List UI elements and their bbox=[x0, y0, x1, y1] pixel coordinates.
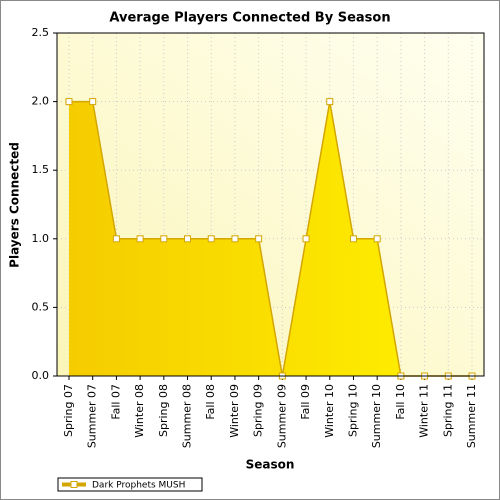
y-tick-label: 0.5 bbox=[32, 300, 50, 313]
marker bbox=[302, 235, 310, 243]
x-tick-label: Winter 10 bbox=[323, 384, 336, 438]
legend-marker bbox=[70, 481, 78, 488]
y-tick-label: 2.0 bbox=[32, 95, 50, 108]
x-tick-label: Fall 07 bbox=[109, 384, 122, 420]
chart-title: Average Players Connected By Season bbox=[109, 11, 390, 26]
marker bbox=[231, 235, 239, 243]
marker bbox=[112, 235, 120, 243]
x-tick-label: Fall 09 bbox=[299, 384, 312, 420]
marker bbox=[160, 235, 168, 243]
x-tick-label: Winter 11 bbox=[418, 384, 431, 438]
y-tick-label: 1.5 bbox=[32, 163, 50, 176]
marker bbox=[184, 235, 192, 243]
marker bbox=[373, 235, 381, 243]
marker bbox=[136, 235, 144, 243]
x-tick-label: Winter 08 bbox=[133, 384, 146, 438]
x-tick-label: Summer 10 bbox=[370, 384, 383, 448]
marker bbox=[349, 235, 357, 243]
x-tick-label: Fall 10 bbox=[394, 384, 407, 420]
legend bbox=[57, 477, 203, 492]
x-axis-title: Season bbox=[246, 458, 295, 472]
x-tick-label: Summer 08 bbox=[181, 384, 194, 448]
x-tick-label: Winter 09 bbox=[228, 384, 241, 438]
x-tick-label: Spring 10 bbox=[346, 384, 359, 437]
marker bbox=[207, 235, 215, 243]
marker bbox=[326, 98, 334, 106]
area bbox=[69, 101, 472, 376]
x-tick-label: Spring 07 bbox=[62, 384, 75, 437]
x-tick-label: Fall 08 bbox=[204, 384, 217, 420]
x-tick-label: Summer 09 bbox=[275, 384, 288, 448]
x-tick-label: Spring 11 bbox=[441, 384, 454, 437]
y-tick-label: 2.5 bbox=[32, 26, 50, 39]
x-tick-label: Spring 08 bbox=[157, 384, 170, 437]
marker bbox=[89, 98, 97, 106]
marker bbox=[65, 98, 73, 106]
x-tick-label: Summer 07 bbox=[86, 384, 99, 448]
plot-border bbox=[56, 32, 485, 377]
x-tick-label: Spring 09 bbox=[252, 384, 265, 437]
y-tick-label: 1.0 bbox=[32, 232, 50, 245]
x-tick-label: Summer 11 bbox=[465, 384, 478, 448]
y-axis-title: Players Connected bbox=[8, 142, 22, 268]
legend-label: Dark Prophets MUSH bbox=[92, 481, 185, 491]
marker bbox=[255, 235, 263, 243]
y-tick-label: 0.0 bbox=[32, 369, 50, 382]
